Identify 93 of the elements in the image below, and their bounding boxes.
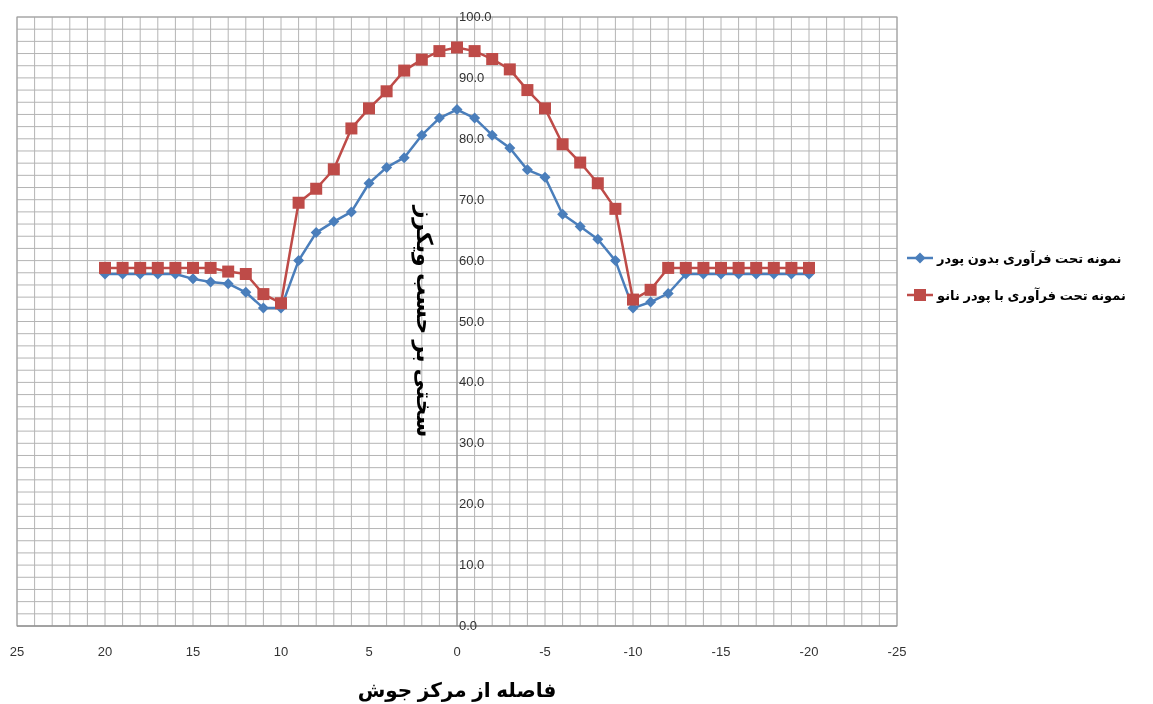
point xyxy=(433,45,446,58)
point xyxy=(504,142,516,154)
point xyxy=(257,302,269,314)
point xyxy=(785,261,798,274)
point xyxy=(592,233,604,245)
point xyxy=(644,283,657,296)
legend-label: نمونه تحت فرآوری بدون پودر xyxy=(936,250,1122,266)
point xyxy=(222,278,234,290)
point xyxy=(521,164,533,176)
x-tick-label: -25 xyxy=(887,644,907,659)
point xyxy=(803,261,815,274)
point xyxy=(222,265,235,278)
point xyxy=(293,255,305,267)
x-tick-label: 20 xyxy=(97,644,113,659)
point xyxy=(627,293,639,306)
y-tick-label: 10.0 xyxy=(459,557,485,573)
point xyxy=(398,64,411,77)
point xyxy=(468,45,481,58)
y-tick-label: 90.0 xyxy=(459,69,485,85)
x-tick-label: 0 xyxy=(453,644,461,659)
y-tick-label: 20.0 xyxy=(459,496,485,512)
point xyxy=(557,208,569,220)
point xyxy=(539,171,551,183)
point xyxy=(469,112,481,124)
legend-label: نمونه تحت فرآوری با پودر نانو xyxy=(936,287,1126,303)
point xyxy=(275,297,287,310)
point xyxy=(310,227,322,239)
point xyxy=(486,129,498,141)
y-axis-title: سختی بر حسب ویکرز xyxy=(411,204,437,438)
y-tick-label: 40.0 xyxy=(459,374,485,390)
point xyxy=(574,221,586,232)
point xyxy=(609,255,621,267)
point xyxy=(398,152,410,164)
x-tick-label: -20 xyxy=(799,644,819,659)
point xyxy=(645,296,657,308)
x-tick-label: 10 xyxy=(273,644,289,659)
point xyxy=(591,177,604,190)
point xyxy=(609,202,622,215)
point xyxy=(521,84,534,97)
point xyxy=(750,261,763,274)
point xyxy=(715,261,727,274)
y-tick-label: 100.0 xyxy=(459,9,492,24)
point xyxy=(767,261,780,274)
point xyxy=(679,261,692,274)
point xyxy=(204,261,217,274)
point xyxy=(556,138,569,151)
point xyxy=(539,102,551,115)
point xyxy=(662,287,674,299)
point xyxy=(239,268,252,280)
point xyxy=(240,286,252,298)
x-tick-label: -10 xyxy=(623,644,643,659)
point xyxy=(205,276,217,288)
y-tick-label: 60.0 xyxy=(459,252,485,268)
point xyxy=(134,261,147,274)
point xyxy=(169,261,182,274)
point xyxy=(662,261,675,274)
point xyxy=(697,261,710,274)
point xyxy=(363,102,375,115)
x-tick-label: -15 xyxy=(711,644,731,659)
y-tick-label: 70.0 xyxy=(459,191,485,207)
point xyxy=(292,196,305,209)
point xyxy=(503,63,516,76)
point xyxy=(257,288,270,301)
x-tick-label: -5 xyxy=(539,644,551,659)
y-tick-label: 30.0 xyxy=(459,435,485,451)
point xyxy=(363,177,375,189)
point xyxy=(486,53,499,66)
point xyxy=(310,182,323,195)
point xyxy=(328,216,340,228)
x-tick-label: 25 xyxy=(9,644,25,659)
point xyxy=(345,206,357,218)
point xyxy=(451,104,463,116)
y-tick-label: 80.0 xyxy=(459,130,485,146)
point xyxy=(381,161,393,173)
point xyxy=(116,261,129,274)
point xyxy=(151,261,164,274)
point xyxy=(416,129,428,141)
point xyxy=(380,85,393,98)
x-tick-label: 15 xyxy=(185,644,201,659)
x-axis-title: فاصله از مرکز جوش xyxy=(357,679,557,702)
x-tick-label: 5 xyxy=(365,644,373,659)
point xyxy=(574,156,587,169)
point xyxy=(99,261,111,274)
point xyxy=(732,261,745,274)
y-tick-label: 50.0 xyxy=(459,313,485,329)
point xyxy=(415,53,428,66)
y-tick-label: 0.0 xyxy=(459,618,478,633)
point xyxy=(345,122,358,135)
point xyxy=(187,273,199,285)
point xyxy=(187,261,199,274)
point xyxy=(327,163,340,176)
point xyxy=(451,41,463,54)
point xyxy=(433,112,445,124)
